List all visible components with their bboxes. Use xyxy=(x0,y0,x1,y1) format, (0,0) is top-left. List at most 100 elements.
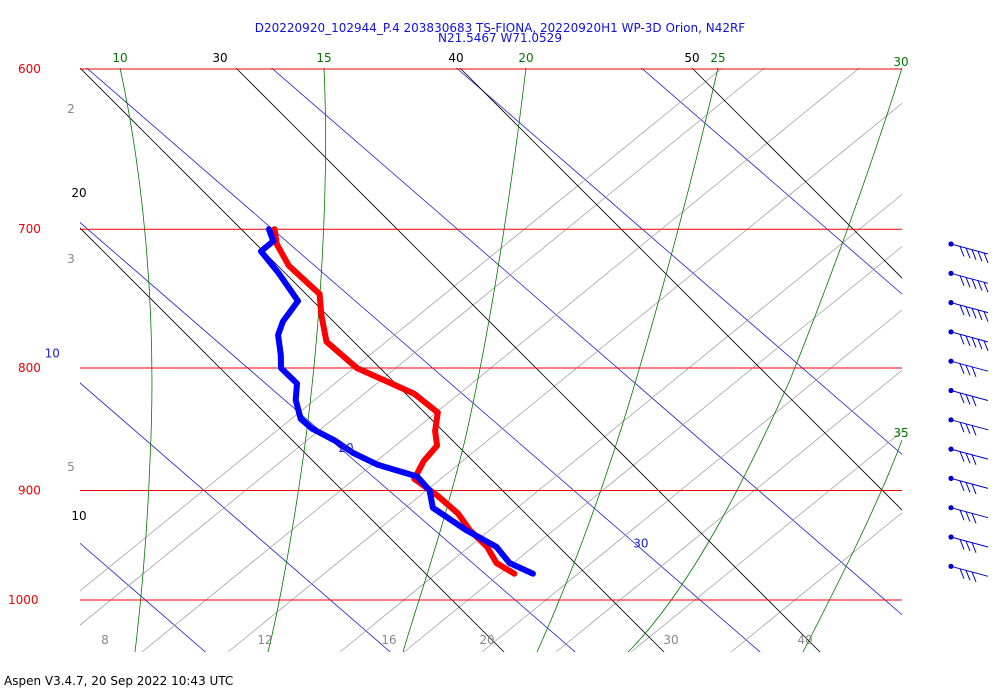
mixing-ratio-line xyxy=(403,246,902,652)
pressure-tick-label: 1000 xyxy=(8,593,39,607)
isotherm-line xyxy=(86,68,761,652)
profile-point xyxy=(427,487,433,493)
wind-barb xyxy=(948,329,989,351)
mixing-ratio-label: 3 xyxy=(67,252,75,266)
theta-label: 10 xyxy=(71,509,86,523)
dry-adiabat-line xyxy=(80,227,505,652)
profile-point xyxy=(435,410,441,416)
profile-point xyxy=(318,312,324,318)
mixing-ratio-line xyxy=(80,68,723,592)
isotherm-label: 10 xyxy=(45,347,60,361)
theta-e-label: 10 xyxy=(112,51,127,65)
profile-point xyxy=(294,381,300,387)
wind-barbs xyxy=(948,241,989,583)
axis-labels: 6007008009001000-10010203030405010152025… xyxy=(8,51,909,647)
dry-adiabat-line xyxy=(235,68,821,652)
profile-point xyxy=(506,560,512,566)
profile-point xyxy=(421,458,427,464)
pressure-tick-label: 900 xyxy=(18,483,41,497)
moist-adiabat-line xyxy=(536,68,719,652)
profile-point xyxy=(455,510,461,516)
wind-barb xyxy=(948,475,989,495)
isobars xyxy=(80,68,902,601)
isotherm-line xyxy=(80,542,206,652)
mixing-ratio-line xyxy=(730,512,902,652)
profile-point xyxy=(258,248,264,254)
profile-point xyxy=(295,298,301,304)
wind-barb xyxy=(948,417,989,436)
profile-point xyxy=(530,571,536,577)
footer-text: Aspen V3.4.7, 20 Sep 2022 10:43 UTC xyxy=(4,674,234,688)
isotherm-line xyxy=(455,68,902,455)
mixing-ratio-line xyxy=(630,430,902,652)
wind-barb xyxy=(948,446,989,465)
profile-point xyxy=(493,544,499,550)
profile-point xyxy=(309,426,315,432)
theta-label: 50 xyxy=(684,51,699,65)
mixing-ratio-label: 5 xyxy=(67,460,75,474)
wind-barb xyxy=(948,387,989,407)
mixing-ratio-line xyxy=(227,102,902,652)
mixing-ratio-line xyxy=(339,194,902,652)
isotherm-line xyxy=(270,68,902,616)
profile-point xyxy=(278,365,284,371)
profile-point xyxy=(271,226,277,232)
theta-e-label: 20 xyxy=(518,51,533,65)
profile-point xyxy=(350,450,356,456)
moist-adiabat-line xyxy=(402,68,527,652)
mixing-ratio-line xyxy=(481,309,902,652)
chart-title: D20220920_102944_P.4 203830683 TS-FIONA,… xyxy=(254,21,746,35)
profile-point xyxy=(332,438,338,444)
profile-point xyxy=(280,319,286,325)
moist-adiabat-line xyxy=(267,68,326,652)
mixing-ratio-label: 12 xyxy=(257,633,272,647)
profile-point xyxy=(298,416,304,422)
profile-point xyxy=(276,270,282,276)
isotherm-line xyxy=(80,382,391,652)
profile-point xyxy=(375,462,381,468)
mixing-ratio-label: 16 xyxy=(381,633,396,647)
wind-barb xyxy=(948,300,989,322)
pressure-tick-label: 700 xyxy=(18,222,41,236)
profile-point xyxy=(463,527,469,533)
mixing-ratio-label: 30 xyxy=(663,633,678,647)
mixing-ratio-label: 20 xyxy=(479,633,494,647)
dry-adiabat-line xyxy=(691,68,902,279)
chart-subtitle: N21.5467 W71.0529 xyxy=(438,31,562,45)
isotherm-line xyxy=(640,68,902,295)
profile-point xyxy=(317,291,323,297)
mixing-ratio-label: 2 xyxy=(67,102,75,116)
profile-point xyxy=(430,505,436,511)
profiles xyxy=(258,226,536,577)
moist-adiabat-line xyxy=(802,439,902,652)
moist-adiabat-line xyxy=(627,68,902,652)
theta-label: 30 xyxy=(212,51,227,65)
pressure-tick-label: 800 xyxy=(18,361,41,375)
theta-e-label: 15 xyxy=(316,51,331,65)
profile-point xyxy=(494,560,500,566)
mixing-ratio-label: 8 xyxy=(101,633,109,647)
profile-point xyxy=(414,474,420,480)
theta-e-label: 35 xyxy=(893,426,908,440)
wind-barb xyxy=(948,534,989,553)
mixing-ratio-line xyxy=(80,68,765,626)
isotherm-label: 20 xyxy=(338,441,353,455)
mixing-ratio-line xyxy=(141,68,860,652)
profile-point xyxy=(266,226,272,232)
profile-point xyxy=(432,428,438,434)
theta-e-label: 30 xyxy=(893,55,908,69)
isotherm-line xyxy=(80,222,576,652)
profile-point xyxy=(324,339,330,345)
profile-point xyxy=(270,238,276,244)
dry-adiabat-line xyxy=(459,68,902,511)
mixing-ratio-label: 40 xyxy=(797,633,812,647)
pressure-tick-label: 600 xyxy=(18,62,41,76)
wind-barb xyxy=(948,563,989,583)
profile-point xyxy=(435,493,441,499)
profile-point xyxy=(354,365,360,371)
profile-point xyxy=(434,443,440,449)
moist-adiabat-line xyxy=(119,68,153,652)
wind-barb xyxy=(948,505,989,524)
